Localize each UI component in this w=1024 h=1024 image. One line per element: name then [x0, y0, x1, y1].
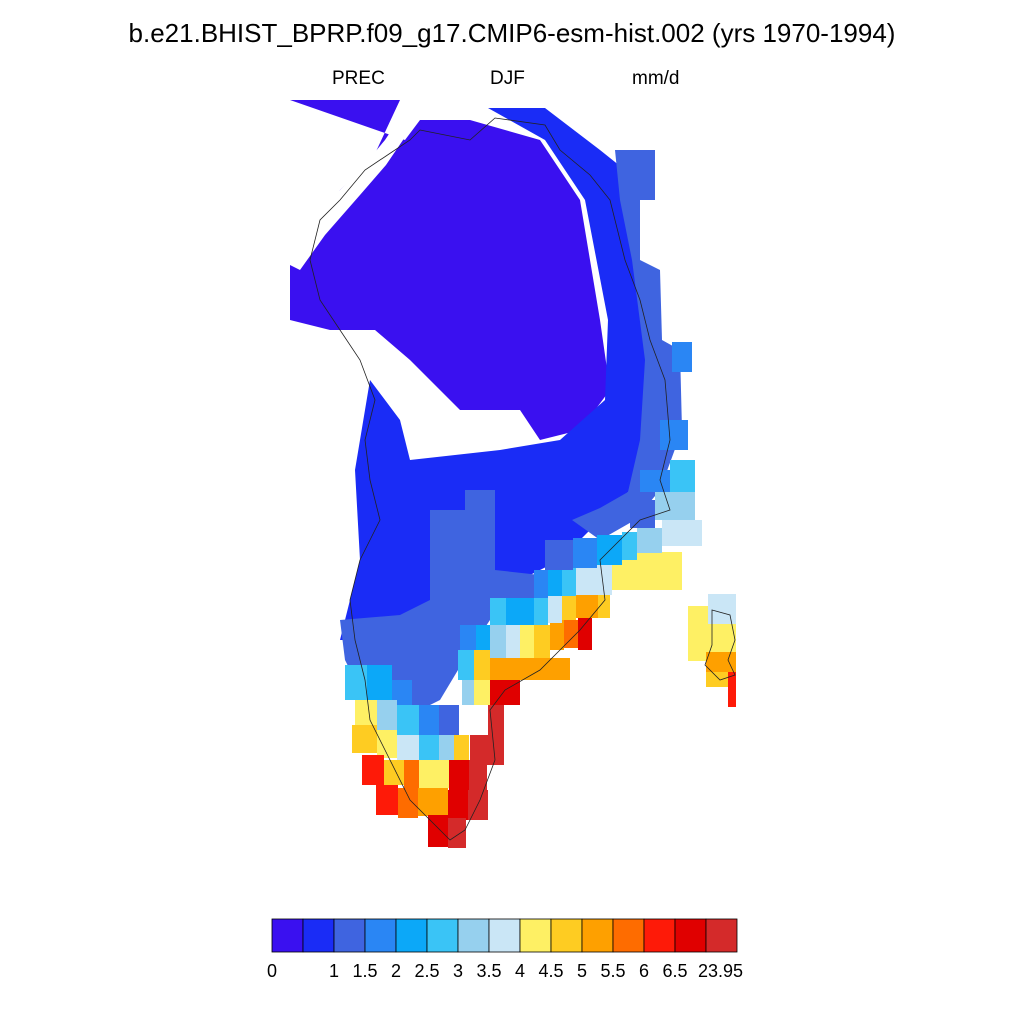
map-cells-south [345, 342, 702, 848]
map-region-lowest [290, 100, 610, 440]
chart-title: b.e21.BHIST_BPRP.f09_g17.CMIP6-esm-hist.… [128, 18, 896, 48]
colorbar-box [674, 918, 707, 953]
colorbar-box [643, 918, 676, 953]
map-sea-gap [290, 100, 420, 270]
colorbar-box [457, 918, 490, 953]
map-cells-island [688, 594, 736, 707]
variable-label: PREC [332, 68, 385, 89]
map-region-east-strip [572, 150, 682, 540]
colorbar-tick-label: 5 [577, 961, 587, 981]
colorbar-box [705, 918, 738, 953]
units-label: mm/d [632, 68, 680, 89]
colorbar-tick-label: 6 [639, 961, 649, 981]
colorbar-boxes [271, 918, 738, 953]
colorbar-tick-label: 4.5 [538, 961, 563, 981]
map-region-south-blue [340, 490, 540, 720]
colorbar-box [612, 918, 645, 953]
colorbar-box [271, 918, 304, 953]
colorbar-box [364, 918, 397, 953]
season-label: DJF [490, 68, 525, 89]
colorbar-tick-label: 5.5 [600, 961, 625, 981]
colorbar-box [550, 918, 583, 953]
colorbar-tick-label: 3.5 [476, 961, 501, 981]
colorbar-tick-label: 2.5 [414, 961, 439, 981]
map-island-coastline [704, 609, 736, 681]
colorbar-box [302, 918, 335, 953]
colorbar-tick-label: 0 [267, 961, 277, 981]
colorbar-box [333, 918, 366, 953]
colorbar-tick-label: 1.5 [352, 961, 377, 981]
colorbar-tick-label: 4 [515, 961, 525, 981]
colorbar-box [395, 918, 428, 953]
colorbar-labels: 0 1 1.5 2 2.5 3 3.5 4 4.5 5 5.5 6 6.5 23.95 [267, 961, 743, 981]
colorbar-tick-label: 6.5 [662, 961, 687, 981]
colorbar-tick-label: 2 [391, 961, 401, 981]
colorbar-box [519, 918, 552, 953]
colorbar-box [488, 918, 521, 953]
colorbar-box [581, 918, 614, 953]
colorbar-tick-label: 1 [329, 961, 339, 981]
map-region-low [340, 108, 655, 640]
colorbar-tick-label: 3 [453, 961, 463, 981]
map-coastline [309, 117, 671, 841]
colorbar-tick-label: 23.95 [698, 961, 743, 981]
colorbar-box [426, 918, 459, 953]
